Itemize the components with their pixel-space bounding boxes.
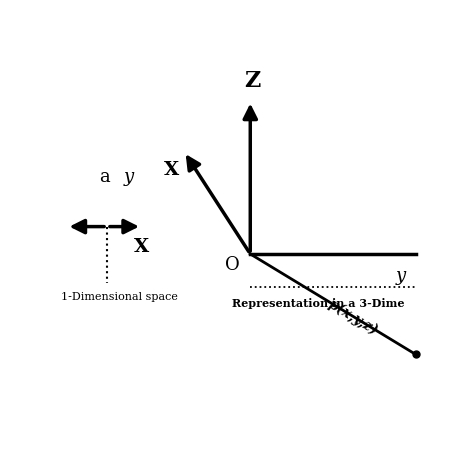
- Text: Representation in a 3-Dime: Representation in a 3-Dime: [232, 298, 404, 309]
- Text: X: X: [134, 237, 149, 255]
- Text: 1-Dimensional space: 1-Dimensional space: [61, 292, 178, 302]
- Text: O: O: [225, 256, 239, 274]
- Text: X: X: [164, 161, 179, 179]
- Text: p(x,y,z): p(x,y,z): [326, 297, 381, 338]
- Text: Z: Z: [244, 70, 260, 91]
- Text: y: y: [395, 267, 405, 285]
- Text: y: y: [124, 168, 134, 186]
- Text: a: a: [99, 168, 109, 186]
